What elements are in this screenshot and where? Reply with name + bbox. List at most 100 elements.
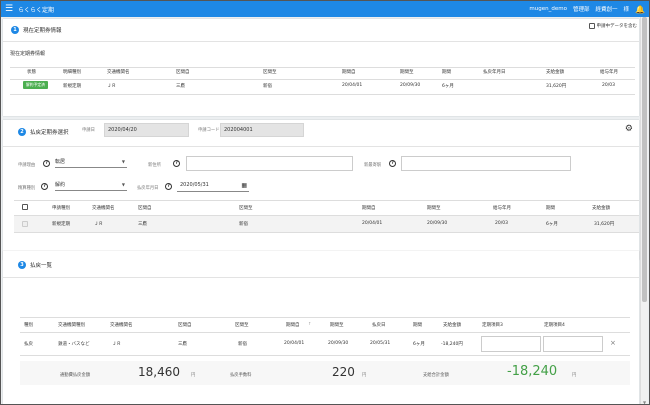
chevron-down-icon: ▼ [121,159,125,164]
refund-list-card: 3 払戻一覧 種別 交通機関種別 交通機関名 区間自 区間至 期間自 ↑ 期間至… [3,251,639,404]
scroll-down-icon[interactable]: ▼ [642,400,647,405]
refund-list-row[interactable]: 払戻 鉄道・バスなど ＪＲ 三鷹 新宿 20/04/01 20/09/30 20… [20,333,630,355]
user-dept: 管理部 [572,7,590,13]
col-transport-type: 交通機関種別 [58,323,85,328]
request-type-select[interactable]: 解約 ▼ [55,179,127,191]
col-transport: 交通機関名 [110,323,133,328]
item3-input[interactable] [481,336,541,352]
refund-date-value: 2020/05/31 [180,182,209,188]
col-from: 区間自 [178,323,192,328]
col-start[interactable]: 期間自 [286,323,300,328]
col-start: 期間自 [342,70,356,75]
scrollbar-thumb[interactable] [642,17,647,302]
cell-start: 20/04/01 [362,221,383,226]
section3-title: 払戻一覧 [30,263,53,269]
col-period: 期間 [442,70,451,75]
include-pending-checkbox[interactable] [588,23,595,29]
col-end: 期間至 [400,70,414,75]
request-type-value: 解約 [55,182,66,188]
refund-total-unit: 円 [191,373,196,378]
cell-period: 6ヶ月 [546,222,558,227]
cell-refund: 20/05/31 [370,341,391,346]
user-name: 経費創一 [595,7,618,13]
col-item4: 定期項目4 [544,323,565,328]
new-nearest-input[interactable] [401,156,571,171]
cell-amount: -18,240円 [441,342,463,347]
col-transport: 交通機関名 [92,206,115,211]
request-type-help-icon[interactable]: ? [41,183,48,190]
col-amount: 支給金額 [443,323,461,328]
col-start: 期間自 [362,206,376,211]
cell-type: 新規定期 [63,84,81,89]
new-nearest-help-icon[interactable]: ? [389,160,396,167]
refund-list-header-row: 種別 交通機関種別 交通機関名 区間自 区間至 期間自 ↑ 期間至 払戻日 期間… [20,318,630,332]
reason-select[interactable]: 転居 ▼ [55,156,127,168]
totals-bar: 通勤費払戻金額 18,460 円 払戻手数料 220 円 支給合計金額 -18,… [20,361,630,385]
cell-end: 20/09/30 [400,83,421,88]
row-checkbox [22,221,28,227]
cell-transport: ＪＲ [112,342,121,347]
col-end: 期間至 [427,206,441,211]
new-address-label: 新住所 [148,163,161,168]
cell-salary: 20/03 [495,221,508,226]
calendar-icon[interactable]: ▦ [241,181,247,189]
user-honorific: 様 [623,7,630,13]
cell-end: 20/09/30 [328,341,349,346]
col-to: 区間至 [263,70,277,75]
main-content: 1 現在定期券情報 申請中データを含む 現在定期券情報 状態 明細種別 交通機関… [3,17,639,404]
current-pass-card: 1 現在定期券情報 申請中データを含む 現在定期券情報 状態 明細種別 交通機関… [3,19,639,116]
cell-to: 新宿 [263,84,272,89]
col-kind: 種別 [24,323,33,328]
refund-date-input[interactable]: 2020/05/31 ▦ [177,179,249,192]
fee-value: 220 [332,365,355,379]
hamburger-menu-icon[interactable]: ☰ [4,4,14,14]
cell-transport-type: 鉄道・バスなど [58,342,90,347]
cell-salary: 20/03 [602,83,615,88]
close-icon[interactable]: × [610,339,616,347]
top-bar: ☰ らくらく定期 mugen_demo 管理部 経費創一 様 🔔 [1,1,649,17]
col-app-type: 申請種別 [52,206,70,211]
bell-icon[interactable]: 🔔 [635,4,645,14]
select-all-checkbox[interactable] [22,204,28,210]
total-value: -18,240 [507,364,558,379]
new-address-input[interactable] [186,156,353,171]
cell-period: 6ヶ月 [442,84,454,89]
cell-start: 20/04/01 [284,341,305,346]
fee-unit: 円 [362,373,367,378]
cell-from: 三鷹 [178,342,187,347]
user-id: mugen_demo [529,6,567,12]
total-unit: 円 [572,373,577,378]
refund-date-label: 払戻年月日 [137,186,159,191]
cell-amount: 31,620円 [594,222,615,227]
col-amount: 支給金額 [592,206,610,211]
col-transport: 交通機関名 [107,70,130,75]
new-address-help-icon[interactable]: ? [173,160,180,167]
vertical-scrollbar[interactable]: ▲ ▼ [640,17,648,405]
section1-subtitle: 現在定期券情報 [10,51,46,57]
section1-title: 現在定期券情報 [23,28,62,34]
refund-select-row[interactable]: 新規定期 ＪＲ 三鷹 新宿 20/04/01 20/09/30 20/03 6ヶ… [14,216,639,232]
new-nearest-label: 新最寄駅 [364,163,382,168]
cell-end: 20/09/30 [427,221,448,226]
col-end: 期間至 [330,323,344,328]
col-period: 期間 [413,323,422,328]
include-pending-label: 申請中データを含む [596,24,638,29]
refund-select-header-row: 申請種別 交通機関名 区間自 区間至 期間自 期間至 給与年月 期間 支給金額 [14,201,639,215]
cell-period: 6ヶ月 [413,342,425,347]
app-title: らくらく定期 [18,6,55,14]
refund-date-help-icon[interactable]: ? [165,183,172,190]
total-label: 支給合計金額 [423,373,449,378]
reason-help-icon[interactable]: ? [43,160,50,167]
col-type: 明細種別 [63,70,81,75]
gear-icon[interactable]: ⚙ [624,124,633,134]
current-pass-row[interactable]: 解約予定済 新規定期 ＪＲ 三鷹 新宿 20/04/01 20/09/30 6ヶ… [10,81,635,93]
refund-total-value: 18,460 [138,365,180,379]
reason-select-value: 転居 [55,159,66,165]
cell-amount: 31,620円 [546,84,567,89]
item4-input[interactable] [543,336,603,352]
sort-arrow-icon[interactable]: ↑ [308,321,312,326]
col-item3: 定期項目3 [482,323,503,328]
cell-transport: ＪＲ [94,222,103,227]
step-badge-3: 3 [18,261,26,269]
col-period: 期間 [546,206,555,211]
